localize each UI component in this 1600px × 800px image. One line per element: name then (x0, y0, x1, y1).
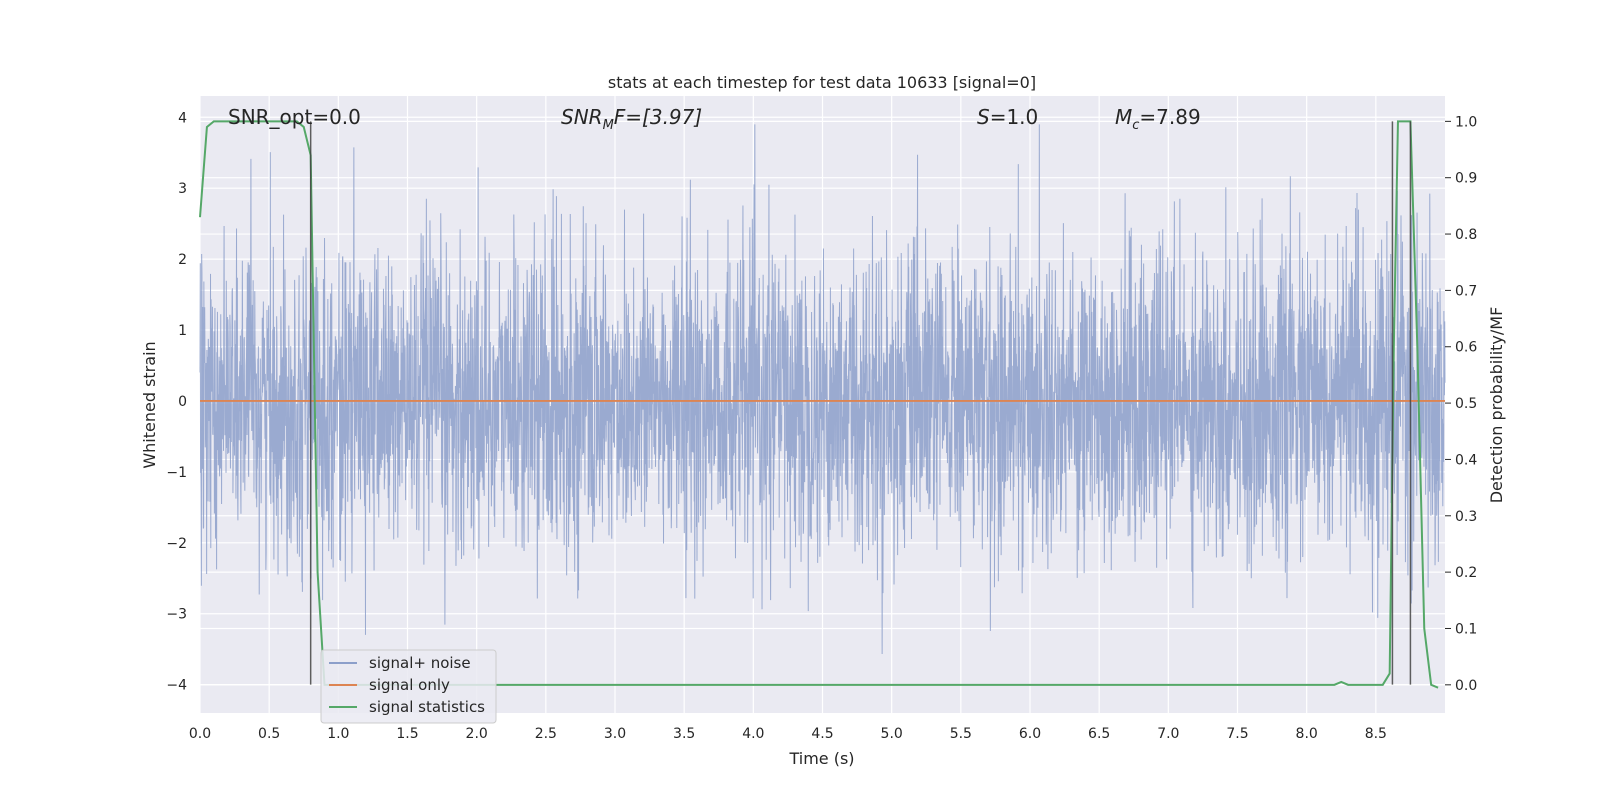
x-tick-label-13: 6.5 (1088, 726, 1110, 742)
x-tick-label-14: 7.0 (1157, 726, 1179, 742)
x-tick-label-17: 8.5 (1365, 726, 1387, 742)
y2-tick-label-1: 0.9 (1455, 171, 1477, 187)
legend-box (320, 649, 497, 724)
y2-tick-label-0: 1.0 (1455, 114, 1477, 130)
x-tick-label-12: 6.0 (1019, 726, 1041, 742)
vertical-markers (309, 121, 1412, 685)
annotation-mc-sub: c (1132, 118, 1139, 133)
y-axis-label: Whitened strain (140, 341, 159, 468)
legend-label-signal-statistics: signal statistics (369, 698, 485, 716)
annotation-mc-base: M (1115, 105, 1132, 129)
annotation-mc: Mc=7.89 (1115, 105, 1201, 133)
y-tick-label-1: 3 (178, 181, 187, 197)
y-tick-label-4: 0 (178, 394, 187, 410)
y2-tick-label-5: 0.5 (1455, 396, 1477, 412)
x-tick-label-16: 8.0 (1296, 726, 1318, 742)
series-line-signal-statistics (199, 120, 1439, 689)
annotation-snr-mf-rest: F=[3.97] (614, 105, 702, 129)
x-tick-label-2: 1.0 (327, 726, 349, 742)
x-tick-label-4: 2.0 (466, 726, 488, 742)
x-tick-label-8: 4.0 (742, 726, 764, 742)
y2-ticks: 1.0 0.9 0.8 0.7 0.6 0.5 0.4 0.3 0.2 0.1 0.0 (1445, 114, 1477, 694)
y2-tick-label-7: 0.3 (1455, 509, 1477, 525)
y2-tick-label-6: 0.4 (1455, 452, 1477, 468)
x-tick-label-1: 0.5 (258, 726, 280, 742)
legend: signal+ noise signal only signal statist… (320, 649, 497, 724)
y-tick-label-2: 2 (178, 252, 187, 268)
y-tick-label-8: −4 (166, 678, 187, 694)
x-tick-label-3: 1.5 (396, 726, 418, 742)
x-tick-label-10: 5.0 (881, 726, 903, 742)
x-tick-label-7: 3.5 (673, 726, 695, 742)
series-line-signal-noise (199, 124, 1446, 655)
annotation-s-italic: S (977, 105, 990, 129)
x-axis-label: Time (s) (788, 749, 854, 768)
y-tick-label-7: −3 (166, 607, 187, 623)
y-tick-label-0: 4 (178, 110, 187, 126)
annotation-snr-mf-sub: M (603, 118, 614, 133)
annotation-snr-mf-base: SNR (561, 105, 603, 129)
y2-tick-label-4: 0.6 (1455, 340, 1477, 356)
x-tick-label-15: 7.5 (1226, 726, 1248, 742)
annotation-snr-opt: SNR_opt=0.0 (228, 105, 361, 129)
y2-tick-label-2: 0.8 (1455, 227, 1477, 243)
x-tick-label-11: 5.5 (950, 726, 972, 742)
y-tick-label-3: 1 (178, 323, 187, 339)
y2-tick-label-8: 0.2 (1455, 565, 1477, 581)
annotation-s-rest: =1.0 (990, 105, 1039, 129)
annotation-snr-mf: SNRMF=[3.97] (561, 105, 702, 133)
x-tick-label-6: 3.0 (604, 726, 626, 742)
legend-label-signal-only: signal only (369, 676, 450, 694)
x-ticks: 0.0 0.5 1.0 1.5 2.0 2.5 3.0 3.5 4.0 4.5 5.0 5.5 6.0 6… (189, 726, 1387, 742)
annotation-s: S=1.0 (977, 105, 1038, 129)
x-tick-label-0: 0.0 (189, 726, 211, 742)
chart-title: stats at each timestep for test data 106… (608, 73, 1036, 92)
x-tick-label-5: 2.5 (535, 726, 557, 742)
y-tick-label-6: −2 (166, 536, 187, 552)
y-ticks: 4 3 2 1 0 −1 −2 −3 −4 (166, 110, 187, 693)
annotation-mc-rest: =7.89 (1139, 105, 1200, 129)
signal-noise-series (199, 124, 1446, 655)
x-tick-label-9: 4.5 (811, 726, 833, 742)
y2-tick-label-3: 0.7 (1455, 283, 1477, 299)
overlay-series (199, 120, 1445, 689)
legend-label-signal-noise: signal+ noise (369, 654, 471, 672)
y2-tick-label-10: 0.0 (1455, 678, 1477, 694)
y-tick-label-5: −1 (166, 465, 187, 481)
y2-axis-label: Detection probability/MF (1487, 307, 1506, 504)
y2-tick-label-9: 0.1 (1455, 621, 1477, 637)
